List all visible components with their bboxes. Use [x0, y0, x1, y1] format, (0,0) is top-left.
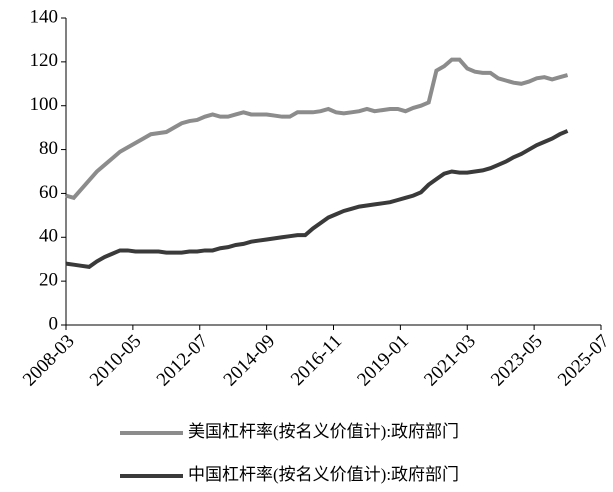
y-tick-label: 60 — [39, 182, 58, 203]
x-tick-label: 2014-09 — [220, 331, 280, 391]
x-tick-label: 2025-07 — [554, 331, 613, 391]
x-tick-label: 2016-11 — [287, 331, 346, 390]
line-series — [65, 129, 569, 269]
x-tick-label: 2012-07 — [153, 331, 213, 391]
y-tick-label: 40 — [39, 226, 58, 247]
x-tick-label: 2023-05 — [487, 331, 547, 391]
x-tick-label: 2019-01 — [353, 331, 413, 391]
y-tick-label: 140 — [30, 6, 59, 27]
y-tick-label: 120 — [30, 50, 59, 71]
x-tick-label: 2008-03 — [19, 331, 79, 391]
line-series — [65, 57, 569, 201]
y-tick-label: 0 — [49, 313, 59, 334]
x-tick-label: 2021-03 — [420, 331, 480, 391]
legend-label: 美国杠杆率(按名义价值计):政府部门 — [188, 422, 459, 441]
x-tick-label: 2010-05 — [86, 331, 146, 391]
legend-label: 中国杠杆率(按名义价值计):政府部门 — [188, 465, 459, 484]
y-tick-label: 20 — [39, 270, 58, 291]
y-tick-label: 100 — [30, 94, 59, 115]
y-tick-label: 80 — [39, 138, 58, 159]
